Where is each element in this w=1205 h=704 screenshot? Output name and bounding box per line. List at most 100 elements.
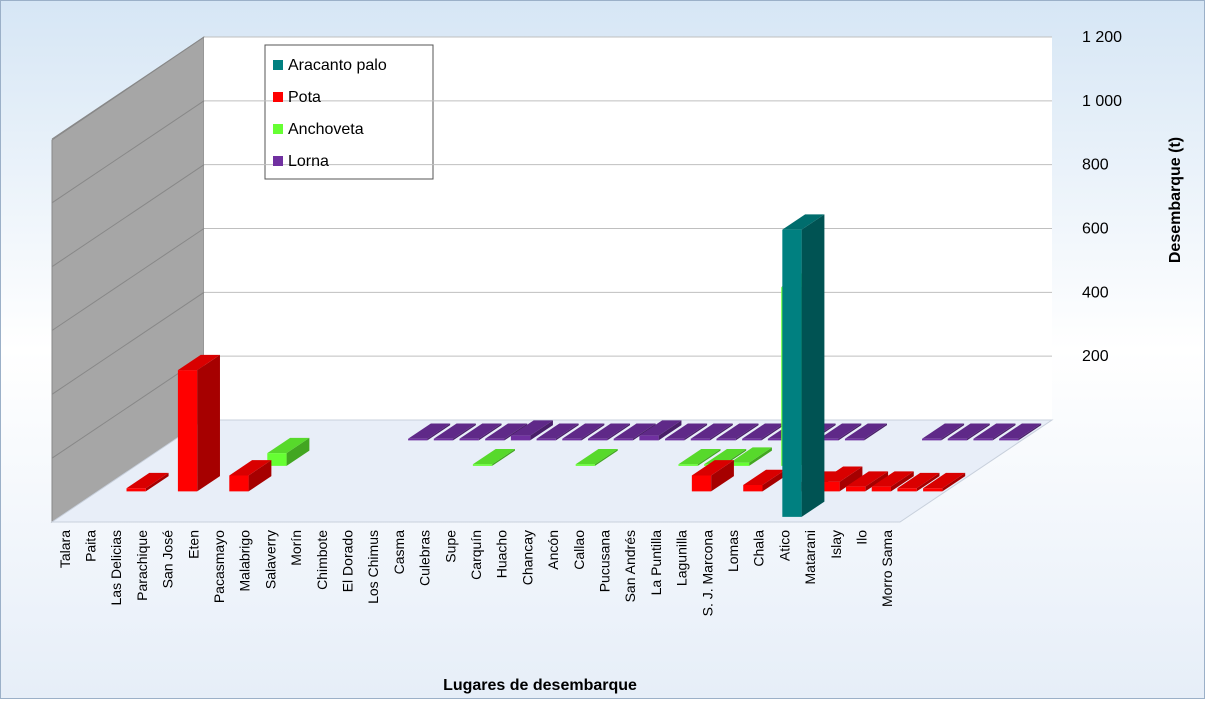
bar-side <box>697 449 721 466</box>
bar-side <box>762 469 786 492</box>
bar-side <box>865 471 889 492</box>
bar-side <box>839 466 863 492</box>
bar <box>716 423 759 441</box>
bar-front <box>871 486 891 492</box>
bar-top <box>575 449 618 465</box>
bar-side <box>992 423 1016 441</box>
bar-top <box>267 437 310 454</box>
bar-front <box>716 438 736 441</box>
legend-swatch <box>273 60 283 70</box>
bar-side <box>966 423 990 441</box>
bar <box>472 449 515 466</box>
bar-front <box>639 435 659 441</box>
bar-front <box>126 488 146 492</box>
x-tick-label: Talara <box>57 530 73 568</box>
x-tick-label: Lomas <box>725 530 741 572</box>
bar <box>587 423 631 441</box>
bar-top <box>510 420 553 436</box>
bar-front <box>177 370 198 492</box>
bar-side <box>607 423 631 441</box>
bar-top <box>820 466 863 482</box>
side-grid-line <box>51 164 205 268</box>
y-tick-label: 800 <box>1082 157 1109 174</box>
x-tick-label: Atico <box>776 530 792 561</box>
bar-front <box>743 485 763 492</box>
bar <box>742 423 785 441</box>
bar <box>678 449 721 466</box>
x-tick-label: Callao <box>571 530 587 570</box>
bar-side <box>735 423 759 441</box>
bar-front <box>691 475 712 492</box>
x-tick-label: Casma <box>391 530 407 575</box>
bar-top <box>587 423 631 439</box>
bar-front <box>742 438 762 441</box>
bar <box>562 423 605 441</box>
bar-top <box>408 423 451 439</box>
bar-front <box>844 438 865 441</box>
bar-side <box>581 423 605 441</box>
bar <box>922 423 965 441</box>
bar-front <box>923 488 943 492</box>
bar <box>690 423 733 441</box>
bar <box>729 447 772 466</box>
bar-side <box>197 354 220 492</box>
x-tick-label: Chancay <box>519 530 535 585</box>
legend-label: Pota <box>288 89 321 106</box>
y-tick-label: 600 <box>1082 221 1109 238</box>
bar <box>947 423 990 441</box>
bar-top <box>177 354 220 371</box>
bar-top <box>472 449 515 465</box>
bar-side <box>749 447 772 466</box>
bar-side <box>916 472 940 492</box>
bar <box>923 472 966 492</box>
x-tick-label: San Andrés <box>622 530 638 602</box>
side-grid-line <box>51 36 205 140</box>
bar-top <box>923 472 966 489</box>
bar-top <box>871 471 914 487</box>
bar-top <box>947 423 990 439</box>
x-tick-label: Morín <box>288 530 304 566</box>
bar <box>844 423 888 441</box>
bar <box>229 460 272 492</box>
legend-label: Aracanto palo <box>288 57 387 74</box>
x-tick-label: Chala <box>751 530 767 567</box>
x-tick-label: Parachique <box>134 530 150 601</box>
y-tick-label: 1 000 <box>1082 93 1122 110</box>
x-tick-label: Malabrigo <box>237 530 253 592</box>
bar-top <box>844 423 888 439</box>
bar-front <box>575 464 595 466</box>
bar-front <box>729 462 750 466</box>
bar-front <box>587 438 608 441</box>
side-grid-line <box>51 228 205 331</box>
x-axis-title: Lugares de desembarque <box>443 677 637 694</box>
bar-front <box>922 438 942 441</box>
x-tick-label: Pucusana <box>596 530 612 592</box>
bar-front <box>613 438 633 441</box>
bar-top <box>562 423 605 439</box>
bar-top <box>433 423 476 439</box>
bar-side <box>555 423 579 441</box>
bar <box>536 423 579 441</box>
bar-side <box>710 423 733 441</box>
bar-front <box>229 475 249 492</box>
y-tick-label: 200 <box>1082 348 1109 365</box>
x-tick-label: Ancón <box>545 530 561 570</box>
bar <box>846 471 889 492</box>
side-grid-line <box>51 291 205 395</box>
bar-top <box>690 423 733 439</box>
legend-label: Anchoveta <box>288 121 364 138</box>
bar-side <box>632 423 656 441</box>
bar <box>510 420 553 441</box>
x-tick-label: Los Chimus <box>365 530 381 604</box>
bar-top <box>742 423 785 439</box>
bar-side <box>711 460 734 492</box>
bar-side <box>286 437 310 466</box>
bar-top <box>782 214 825 230</box>
bar-front <box>267 453 287 466</box>
legend-label: Lorna <box>288 153 329 170</box>
bar-front <box>999 438 1019 441</box>
x-tick-label: Eten <box>185 530 201 559</box>
bar-side <box>504 423 528 441</box>
